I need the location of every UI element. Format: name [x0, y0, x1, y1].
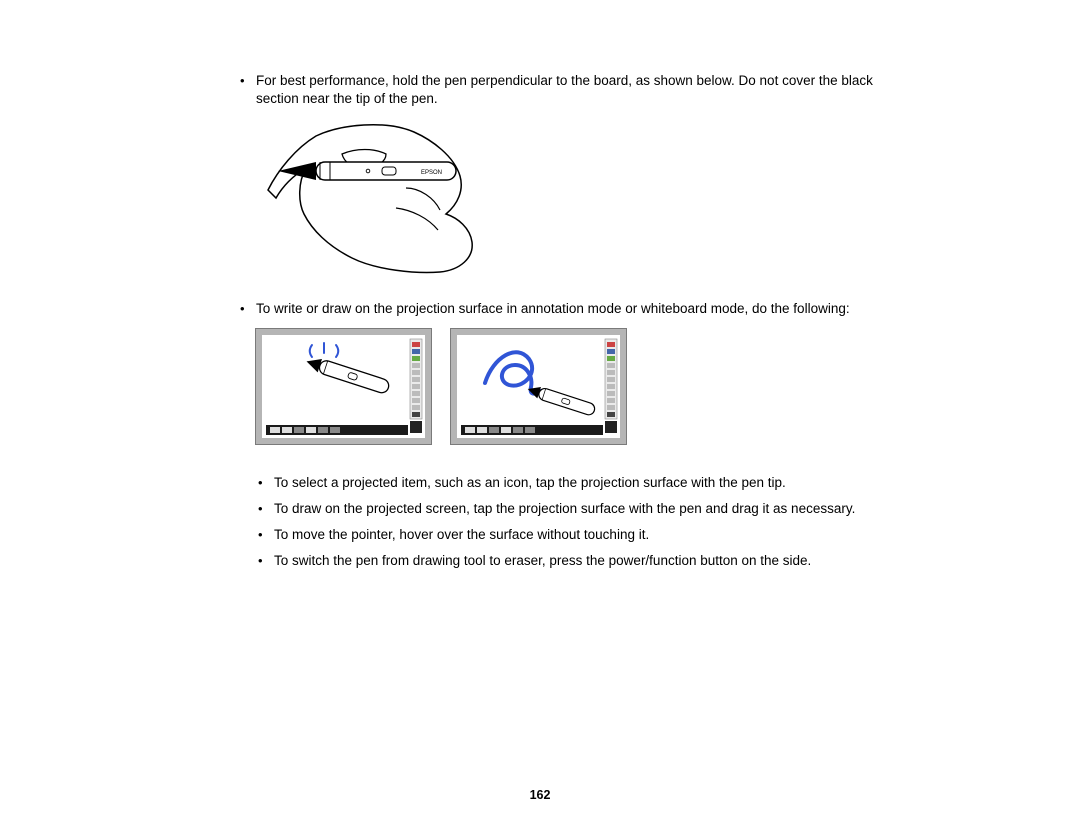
screen-panel-draw	[451, 329, 626, 444]
figure-hand-holding-pen: EPSON	[256, 118, 892, 278]
list-item: To draw on the projected screen, tap the…	[256, 500, 892, 518]
list-item: For best performance, hold the pen perpe…	[238, 72, 892, 108]
list-item-text: To write or draw on the projection surfa…	[256, 301, 850, 316]
list-item: To switch the pen from drawing tool to e…	[256, 552, 892, 570]
list-item-text: To move the pointer, hover over the surf…	[274, 527, 649, 542]
screen-panel-tap	[256, 329, 431, 444]
bulleted-list: For best performance, hold the pen perpe…	[238, 72, 892, 108]
list-item: To select a projected item, such as an i…	[256, 474, 892, 492]
list-item: To move the pointer, hover over the surf…	[256, 526, 892, 544]
panel-draw-svg	[457, 335, 620, 438]
document-page: For best performance, hold the pen perpe…	[0, 0, 1080, 834]
list-item-text: To select a projected item, such as an i…	[274, 475, 786, 490]
figure-screen-panels-row	[256, 329, 892, 444]
sub-bulleted-list: To select a projected item, such as an i…	[238, 474, 892, 571]
page-number: 162	[0, 787, 1080, 804]
pen-brand-label: EPSON	[421, 170, 442, 176]
panel-tap-svg	[262, 335, 425, 438]
list-item-text: To switch the pen from drawing tool to e…	[274, 553, 811, 568]
list-item-text: To draw on the projected screen, tap the…	[274, 501, 855, 516]
bulleted-list: To write or draw on the projection surfa…	[238, 300, 892, 318]
hand-pen-illustration: EPSON	[256, 118, 476, 278]
list-item: To write or draw on the projection surfa…	[238, 300, 892, 318]
list-item-text: For best performance, hold the pen perpe…	[256, 73, 873, 106]
